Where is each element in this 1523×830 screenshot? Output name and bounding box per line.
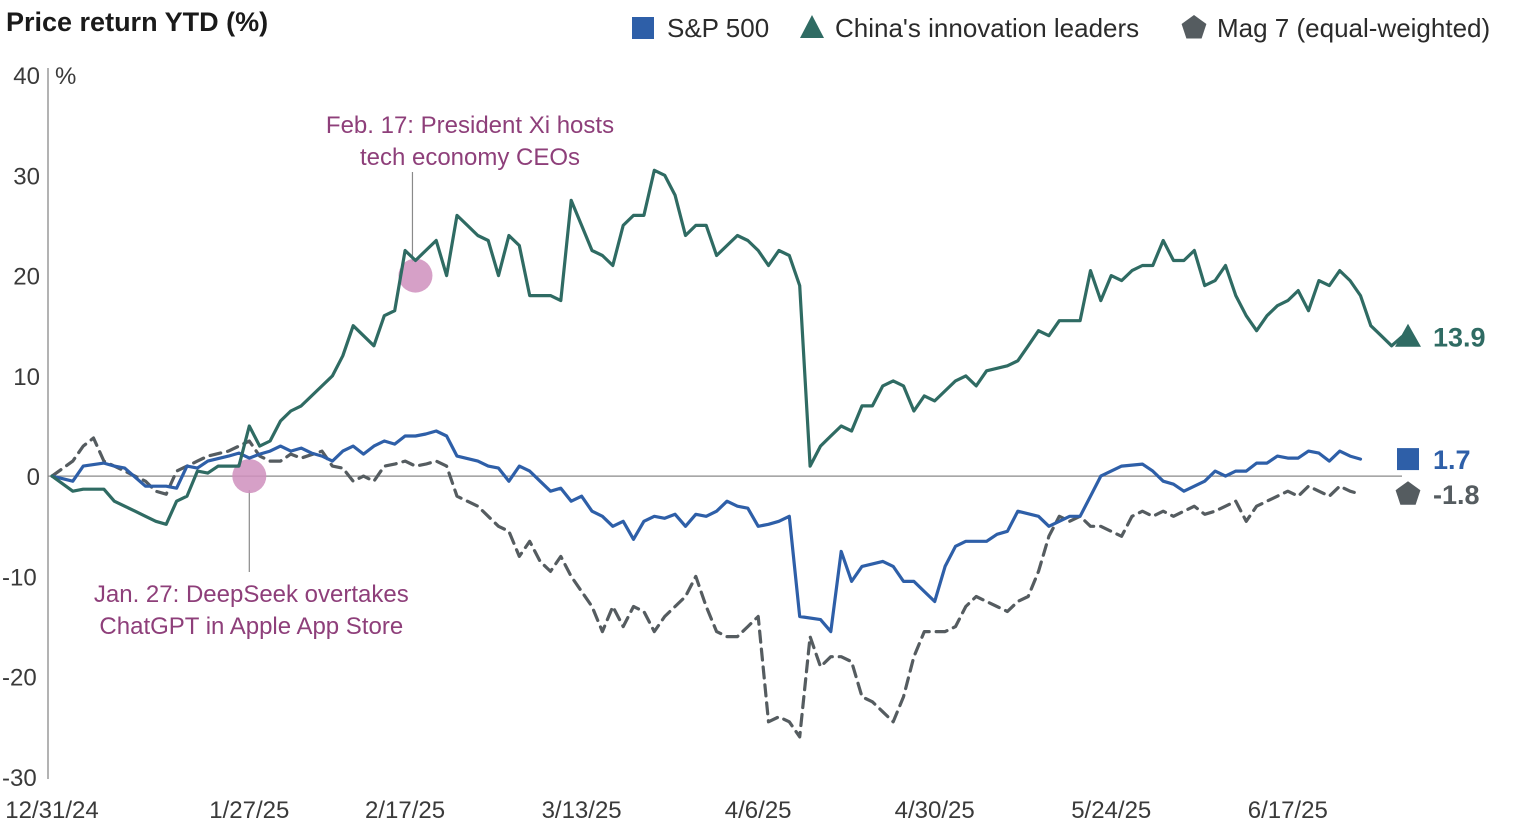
- legend-marker-china: [800, 15, 824, 38]
- y-tick-label: -10: [2, 564, 37, 591]
- annotation-text: Jan. 27: DeepSeek overtakes: [94, 581, 409, 608]
- legend-label-china: China's innovation leaders: [835, 13, 1139, 43]
- y-axis: 40 30 20 10 0 -10 -20 -30%: [2, 63, 1402, 792]
- y-tick-label: -20: [2, 665, 37, 692]
- end-marker-sp500: [1397, 448, 1419, 471]
- y-tick-label: 10: [13, 364, 40, 391]
- x-tick-label: 4/6/25: [725, 797, 792, 824]
- annotation-text: Feb. 17: President Xi hosts: [326, 112, 614, 139]
- annotation-marker: [398, 258, 433, 293]
- end-markers: 1.7 13.9 -1.8: [1395, 323, 1486, 510]
- annotation-marker: [232, 459, 267, 494]
- annotation-text: tech economy CEOs: [360, 144, 580, 171]
- end-label-mag7: -1.8: [1433, 480, 1480, 510]
- x-tick-label: 1/27/25: [209, 797, 289, 824]
- end-label-sp500: 1.7: [1433, 445, 1471, 475]
- series-line-sp500: [50, 429, 1363, 634]
- y-tick-label: -30: [2, 765, 37, 792]
- y-tick-label: 20: [13, 264, 40, 291]
- series-line-mag7: [50, 436, 1363, 739]
- y-tick-label: 30: [13, 163, 40, 190]
- chart-title: Price return YTD (%): [6, 7, 268, 37]
- legend: S&P 500 China's innovation leaders Mag 7 (…: [632, 13, 1490, 43]
- end-marker-china: [1395, 323, 1421, 347]
- legend-label-mag7: Mag 7 (equal-weighted): [1217, 13, 1490, 43]
- x-tick-label: 3/13/25: [542, 797, 622, 824]
- y-unit-label: %: [55, 63, 76, 90]
- x-axis: 12/31/24 1/27/25 2/17/25 3/13/25 4/6/25 4/30/…: [5, 797, 1328, 824]
- x-tick-label: 4/30/25: [895, 797, 975, 824]
- x-tick-label: 2/17/25: [365, 797, 445, 824]
- series-line-china: [50, 168, 1404, 526]
- end-label-china: 13.9: [1433, 323, 1486, 353]
- end-marker-mag7: [1395, 481, 1421, 505]
- legend-marker-sp500: [632, 17, 654, 39]
- legend-label-sp500: S&P 500: [667, 13, 769, 43]
- x-tick-label: 12/31/24: [5, 797, 98, 824]
- y-tick-label: 0: [27, 464, 40, 491]
- legend-marker-mag7: [1181, 15, 1207, 39]
- series-lines: [50, 168, 1404, 739]
- x-tick-label: 5/24/25: [1071, 797, 1151, 824]
- y-tick-label: 40: [13, 63, 40, 90]
- annotation-text: ChatGPT in Apple App Store: [99, 613, 403, 640]
- annotations: Jan. 27: DeepSeek overtakes ChatGPT in Ap…: [94, 112, 614, 640]
- x-tick-label: 6/17/25: [1248, 797, 1328, 824]
